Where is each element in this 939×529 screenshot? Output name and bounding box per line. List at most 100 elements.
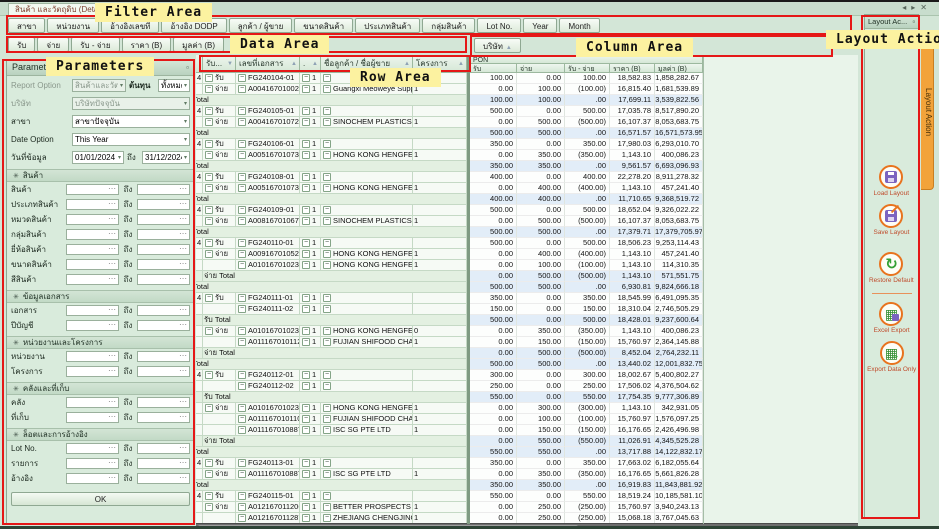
restore-default-button[interactable]: ↻ Restore Default xyxy=(867,252,916,284)
export-data-only-button[interactable]: ▦ → Export Data Only xyxy=(865,341,918,373)
collapse-icon[interactable]: − xyxy=(302,426,310,434)
collapse-icon[interactable]: − xyxy=(323,250,331,258)
ellipsis-button[interactable]: ⋯ xyxy=(179,443,187,452)
collapse-icon[interactable]: − xyxy=(238,173,246,181)
range-from-input[interactable]: ⋯ xyxy=(66,305,119,316)
filter-field-chip[interactable]: สาขา xyxy=(8,18,46,33)
collapse-icon[interactable]: − xyxy=(323,305,331,313)
grid-splitter[interactable] xyxy=(467,55,470,524)
collapse-icon[interactable]: − xyxy=(302,250,310,258)
collapse-icon[interactable]: − xyxy=(238,459,246,467)
ellipsis-button[interactable]: ⋯ xyxy=(108,412,116,421)
ellipsis-button[interactable]: ⋯ xyxy=(179,199,187,208)
collapse-icon[interactable]: − xyxy=(302,85,310,93)
layout-panel-header[interactable]: Layout Ac... ▫ xyxy=(865,15,918,29)
collapse-icon[interactable]: − xyxy=(205,371,213,379)
filter-field-chip[interactable]: หน่วยงาน xyxy=(47,18,100,33)
collapse-icon[interactable]: − xyxy=(238,151,246,159)
load-layout-button[interactable]: Load Layout xyxy=(872,165,911,197)
collapse-icon[interactable]: − xyxy=(205,118,213,126)
collapse-icon[interactable]: − xyxy=(238,514,246,522)
collapse-icon[interactable]: − xyxy=(302,140,310,148)
save-layout-button[interactable]: Save Layout xyxy=(872,204,911,236)
collapse-icon[interactable]: − xyxy=(323,294,331,302)
ellipsis-button[interactable]: ⋯ xyxy=(108,274,116,283)
range-to-input[interactable]: ⋯ xyxy=(137,305,190,316)
section-header[interactable]: ✳ สินค้า xyxy=(7,169,194,182)
ellipsis-button[interactable]: ⋯ xyxy=(179,397,187,406)
section-header[interactable]: ✳ คลังและที่เก็บ xyxy=(7,382,194,395)
column-value-cell[interactable]: PON xyxy=(470,55,703,64)
horizontal-scrollbar[interactable] xyxy=(196,523,858,526)
data-field-chip[interactable]: รับ xyxy=(8,37,36,52)
ellipsis-button[interactable]: ⋯ xyxy=(108,366,116,375)
ellipsis-button[interactable]: ⋯ xyxy=(108,305,116,314)
collapse-icon[interactable]: − xyxy=(302,459,310,467)
collapse-icon[interactable]: − xyxy=(238,74,246,82)
ellipsis-button[interactable]: ⋯ xyxy=(179,214,187,223)
ok-button[interactable]: OK xyxy=(11,492,190,506)
range-from-input[interactable]: ⋯ xyxy=(66,244,119,255)
pin-icon[interactable]: ▫ xyxy=(186,63,189,72)
collapse-icon[interactable]: − xyxy=(323,184,331,192)
collapse-icon[interactable]: − xyxy=(323,85,331,93)
layout-action-tab[interactable]: Layout Action xyxy=(921,30,934,190)
collapse-icon[interactable]: − xyxy=(302,107,310,115)
range-to-input[interactable]: ⋯ xyxy=(137,397,190,408)
range-from-input[interactable]: ⋯ xyxy=(66,397,119,408)
collapse-icon[interactable]: − xyxy=(238,371,246,379)
data-field-chip[interactable]: มูลค่า (B) xyxy=(173,37,225,52)
range-from-input[interactable]: ⋯ xyxy=(66,259,119,270)
ellipsis-button[interactable]: ⋯ xyxy=(108,244,116,253)
range-to-input[interactable]: ⋯ xyxy=(137,214,190,225)
collapse-icon[interactable]: − xyxy=(205,239,213,247)
collapse-icon[interactable]: − xyxy=(323,107,331,115)
range-from-input[interactable]: ⋯ xyxy=(66,458,119,469)
ellipsis-button[interactable]: ⋯ xyxy=(108,229,116,238)
ellipsis-button[interactable]: ⋯ xyxy=(179,366,187,375)
measure-header-cell[interactable]: จ่าย xyxy=(517,64,565,73)
range-to-input[interactable]: ⋯ xyxy=(137,458,190,469)
collapse-icon[interactable]: − xyxy=(302,338,310,346)
collapse-icon[interactable]: − xyxy=(205,492,213,500)
ellipsis-button[interactable]: ⋯ xyxy=(108,351,116,360)
ellipsis-button[interactable]: ⋯ xyxy=(179,274,187,283)
collapse-icon[interactable]: − xyxy=(205,184,213,192)
range-from-input[interactable]: ⋯ xyxy=(66,366,119,377)
collapse-icon[interactable]: − xyxy=(323,151,331,159)
row-area-header-cell[interactable]: รับ... ▼ xyxy=(203,55,236,73)
data-field-chip[interactable]: จ่าย xyxy=(37,37,70,52)
collapse-icon[interactable]: − xyxy=(205,404,213,412)
collapse-icon[interactable]: − xyxy=(205,85,213,93)
filter-field-chip[interactable]: กลุ่มสินค้า xyxy=(422,18,476,33)
close-icon[interactable]: ✕ xyxy=(920,3,927,12)
filter-field-chip[interactable]: ประเภทสินค้า xyxy=(355,18,421,33)
range-from-input[interactable]: ⋯ xyxy=(66,199,119,210)
collapse-icon[interactable]: − xyxy=(238,85,246,93)
company-select[interactable]: บริษัทปัจจุบัน ▾ xyxy=(72,96,190,110)
collapse-icon[interactable]: − xyxy=(302,118,310,126)
collapse-icon[interactable]: − xyxy=(238,217,246,225)
collapse-icon[interactable]: − xyxy=(302,217,310,225)
collapse-icon[interactable]: − xyxy=(205,217,213,225)
collapse-icon[interactable]: − xyxy=(302,327,310,335)
collapse-icon[interactable]: − xyxy=(205,140,213,148)
filter-field-chip[interactable]: ลูกค้า / ผู้ขาย xyxy=(228,18,293,33)
ellipsis-button[interactable]: ⋯ xyxy=(108,320,116,329)
range-from-input[interactable]: ⋯ xyxy=(66,320,119,331)
collapse-icon[interactable]: − xyxy=(238,294,246,302)
ellipsis-button[interactable]: ⋯ xyxy=(179,259,187,268)
collapse-icon[interactable]: − xyxy=(302,470,310,478)
range-from-input[interactable]: ⋯ xyxy=(66,443,119,454)
scroll-right-icon[interactable]: ▸ xyxy=(911,3,916,12)
collapse-icon[interactable]: − xyxy=(205,173,213,181)
collapse-icon[interactable]: − xyxy=(323,118,331,126)
range-from-input[interactable]: ⋯ xyxy=(66,274,119,285)
collapse-icon[interactable]: − xyxy=(205,327,213,335)
ellipsis-button[interactable]: ⋯ xyxy=(108,199,116,208)
collapse-icon[interactable]: − xyxy=(302,184,310,192)
filter-field-chip[interactable]: Year xyxy=(523,18,558,33)
ellipsis-button[interactable]: ⋯ xyxy=(108,259,116,268)
collapse-icon[interactable]: − xyxy=(205,250,213,258)
collapse-icon[interactable]: − xyxy=(302,371,310,379)
